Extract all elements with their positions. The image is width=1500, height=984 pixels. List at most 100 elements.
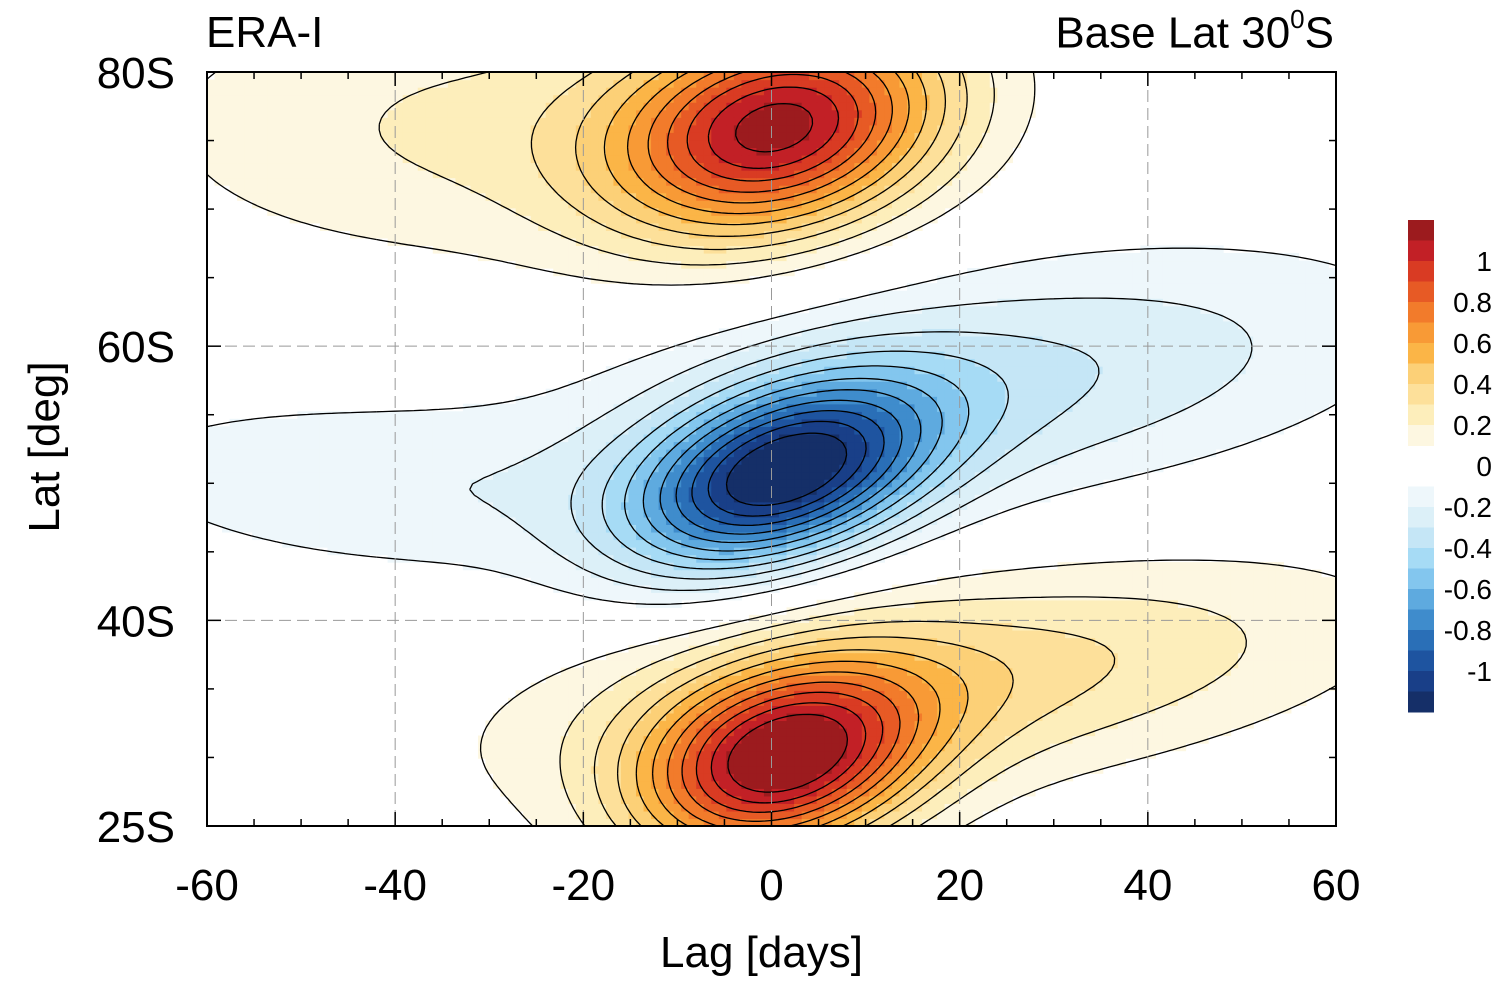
- field-cell: [658, 433, 667, 443]
- field-cell: [1260, 607, 1269, 616]
- field-cell: [1298, 569, 1307, 578]
- field-cell: [1147, 697, 1156, 706]
- field-cell: [304, 479, 313, 488]
- field-cell: [1192, 607, 1202, 616]
- field-cell: [643, 464, 652, 473]
- field-cell: [1155, 607, 1164, 616]
- field-cell: [952, 449, 961, 458]
- field-cell: [718, 675, 727, 684]
- field-cell: [508, 727, 517, 737]
- field-cell: [493, 712, 502, 722]
- field-cell: [1245, 577, 1254, 586]
- field-cell: [914, 441, 923, 450]
- field-cell: [899, 765, 908, 774]
- field-cell: [801, 569, 810, 578]
- field-cell: [1027, 750, 1036, 759]
- field-cell: [583, 562, 592, 571]
- field-cell: [1260, 562, 1269, 571]
- field-cell: [914, 584, 923, 593]
- field-cell: [1042, 667, 1051, 676]
- field-cell: [952, 675, 961, 684]
- field-cell: [628, 554, 637, 563]
- field-cell: [1192, 727, 1202, 737]
- field-cell: [681, 494, 690, 503]
- field-cell: [470, 562, 479, 571]
- field-cell: [681, 743, 690, 752]
- field-cell: [1034, 705, 1044, 714]
- field-cell: [779, 562, 788, 571]
- field-cell: [967, 803, 976, 812]
- field-cell: [801, 494, 810, 503]
- field-cell: [350, 471, 359, 480]
- field-cell: [846, 562, 855, 571]
- field-cell: [387, 456, 396, 465]
- field-cell: [884, 645, 893, 654]
- field-cell: [952, 705, 961, 714]
- field-cell: [801, 645, 810, 654]
- field-cell: [869, 614, 878, 624]
- field-cell: [1192, 622, 1202, 631]
- field-cell: [906, 735, 916, 744]
- field-cell: [395, 524, 404, 533]
- field-cell: [508, 441, 517, 450]
- field-cell: [515, 727, 524, 737]
- field-cell: [643, 765, 652, 774]
- field-cell: [869, 652, 878, 661]
- field-cell: [538, 690, 547, 699]
- field-cell: [733, 562, 742, 571]
- field-cell: [982, 758, 991, 767]
- field-cell: [952, 464, 961, 473]
- field-cell: [214, 449, 223, 458]
- field-cell: [997, 780, 1006, 789]
- field-cell: [447, 524, 456, 533]
- field-cell: [922, 682, 931, 691]
- field-cell: [937, 486, 946, 495]
- field-cell: [605, 765, 615, 774]
- field-cell: [605, 577, 615, 586]
- field-cell: [1102, 652, 1111, 661]
- field-cell: [771, 501, 780, 510]
- field-cell: [1230, 629, 1239, 639]
- field-cell: [312, 456, 321, 465]
- field-cell: [809, 531, 818, 541]
- field-cell: [387, 479, 396, 488]
- field-cell: [1049, 584, 1059, 593]
- field-cell: [1087, 645, 1096, 654]
- field-cell: [771, 456, 780, 465]
- field-cell: [1049, 479, 1059, 488]
- field-cell: [974, 803, 983, 812]
- field-cell: [794, 464, 803, 473]
- field-cell: [1125, 645, 1134, 654]
- field-cell: [620, 690, 630, 699]
- field-cell: [696, 479, 705, 488]
- field-cell: [440, 426, 449, 435]
- field-cell: [703, 562, 712, 571]
- field-cell: [462, 456, 472, 465]
- field-cell: [846, 622, 855, 631]
- field-cell: [319, 433, 329, 443]
- field-cell: [523, 735, 532, 744]
- field-cell: [312, 509, 321, 518]
- field-cell: [1042, 614, 1051, 624]
- field-cell: [666, 547, 675, 556]
- field-cell: [876, 509, 885, 518]
- field-cell: [1328, 622, 1336, 631]
- field-cell: [952, 599, 961, 608]
- field-cell: [500, 750, 509, 759]
- field-cell: [1147, 682, 1156, 691]
- field-cell: [748, 773, 758, 782]
- field-cell: [229, 501, 238, 510]
- field-cell: [1012, 773, 1021, 782]
- field-cell: [229, 449, 238, 458]
- field-cell: [447, 509, 456, 518]
- field-cell: [741, 735, 750, 744]
- field-cell: [794, 645, 803, 654]
- field-cell: [666, 727, 675, 737]
- field-cell: [1223, 637, 1232, 646]
- field-cell: [952, 660, 961, 669]
- field-cell: [1208, 433, 1217, 443]
- field-cell: [282, 471, 291, 480]
- field-cell: [726, 720, 735, 729]
- field-cell: [455, 433, 464, 443]
- field-cell: [636, 795, 645, 804]
